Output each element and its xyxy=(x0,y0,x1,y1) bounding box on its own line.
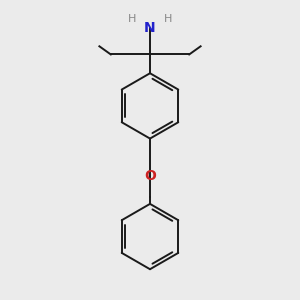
Text: N: N xyxy=(144,20,156,34)
Text: H: H xyxy=(128,14,136,24)
Text: H: H xyxy=(164,14,172,24)
Text: O: O xyxy=(144,169,156,183)
